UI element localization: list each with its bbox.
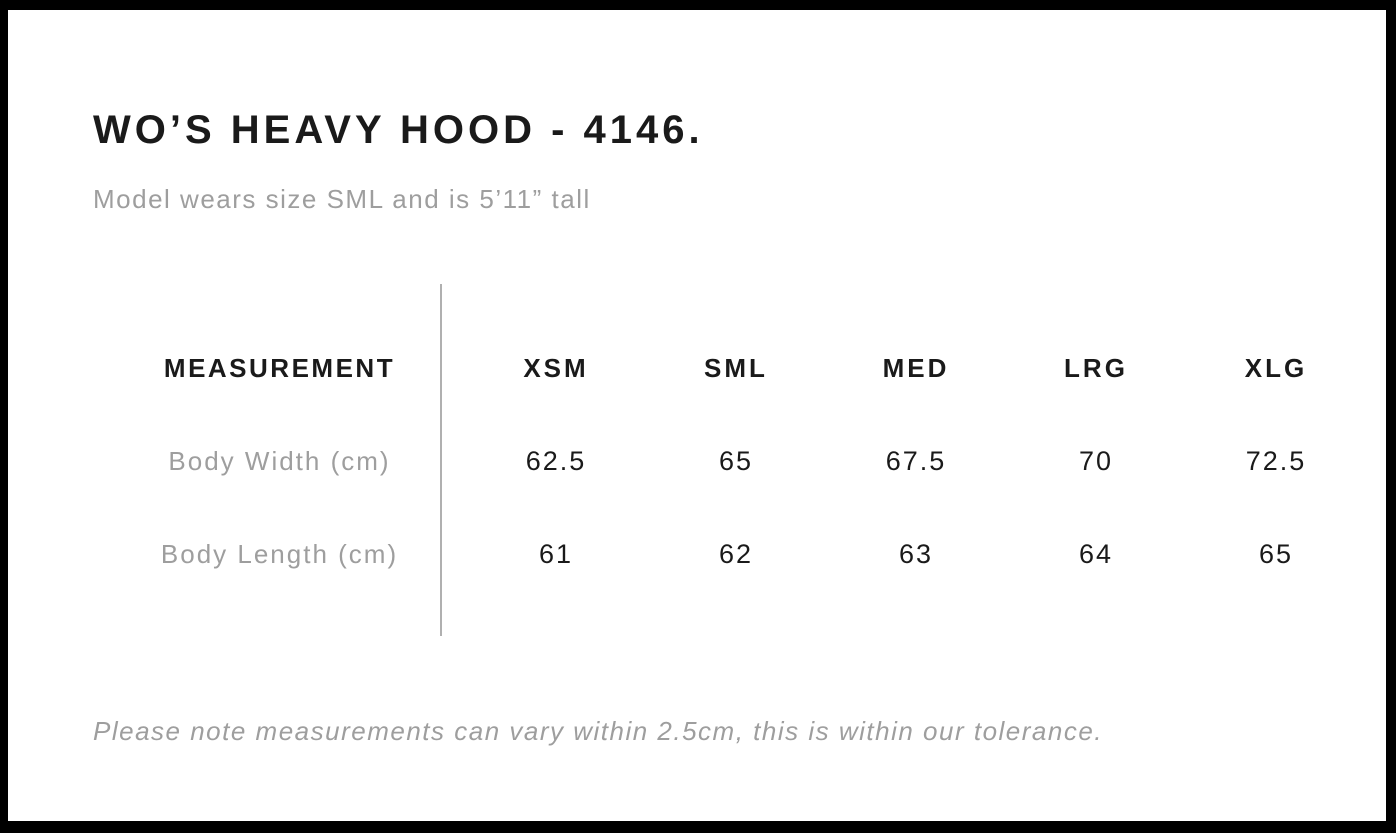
cell-body-length-med: 63 (898, 539, 934, 569)
table-row-body-width: Body Width (cm) 62.5 65 67.5 70 72.5 (93, 415, 1366, 508)
column-divider (440, 284, 442, 636)
page-title: WO’S HEAVY HOOD - 4146. (93, 108, 704, 152)
row-label-body-length: Body Length (cm) (160, 539, 399, 569)
cell-body-width-lrg: 70 (1078, 446, 1114, 476)
column-header-xsm: XSM (523, 353, 589, 383)
cell-body-width-med: 67.5 (885, 446, 947, 476)
table-row-body-length: Body Length (cm) 61 62 63 64 65 (93, 508, 1366, 601)
cell-body-length-xsm: 61 (538, 539, 574, 569)
cell-body-width-sml: 65 (718, 446, 754, 476)
page-subtitle: Model wears size SML and is 5’11” tall (93, 184, 591, 214)
cell-body-width-xsm: 62.5 (525, 446, 587, 476)
size-chart-table: MEASUREMENT XSM SML MED LRG XLG Body Wid… (93, 322, 1366, 601)
cell-body-length-sml: 62 (718, 539, 754, 569)
column-header-med: MED (882, 353, 950, 383)
column-header-measurement: MEASUREMENT (163, 353, 396, 383)
table-header-row: MEASUREMENT XSM SML MED LRG XLG (93, 322, 1366, 415)
tolerance-note: Please note measurements can vary within… (93, 716, 1104, 746)
cell-body-length-lrg: 64 (1078, 539, 1114, 569)
column-header-xlg: XLG (1244, 353, 1308, 383)
column-header-sml: SML (704, 353, 768, 383)
cell-body-width-xlg: 72.5 (1245, 446, 1307, 476)
row-label-body-width: Body Width (cm) (168, 446, 391, 476)
cell-body-length-xlg: 65 (1258, 539, 1294, 569)
column-header-lrg: LRG (1064, 353, 1128, 383)
